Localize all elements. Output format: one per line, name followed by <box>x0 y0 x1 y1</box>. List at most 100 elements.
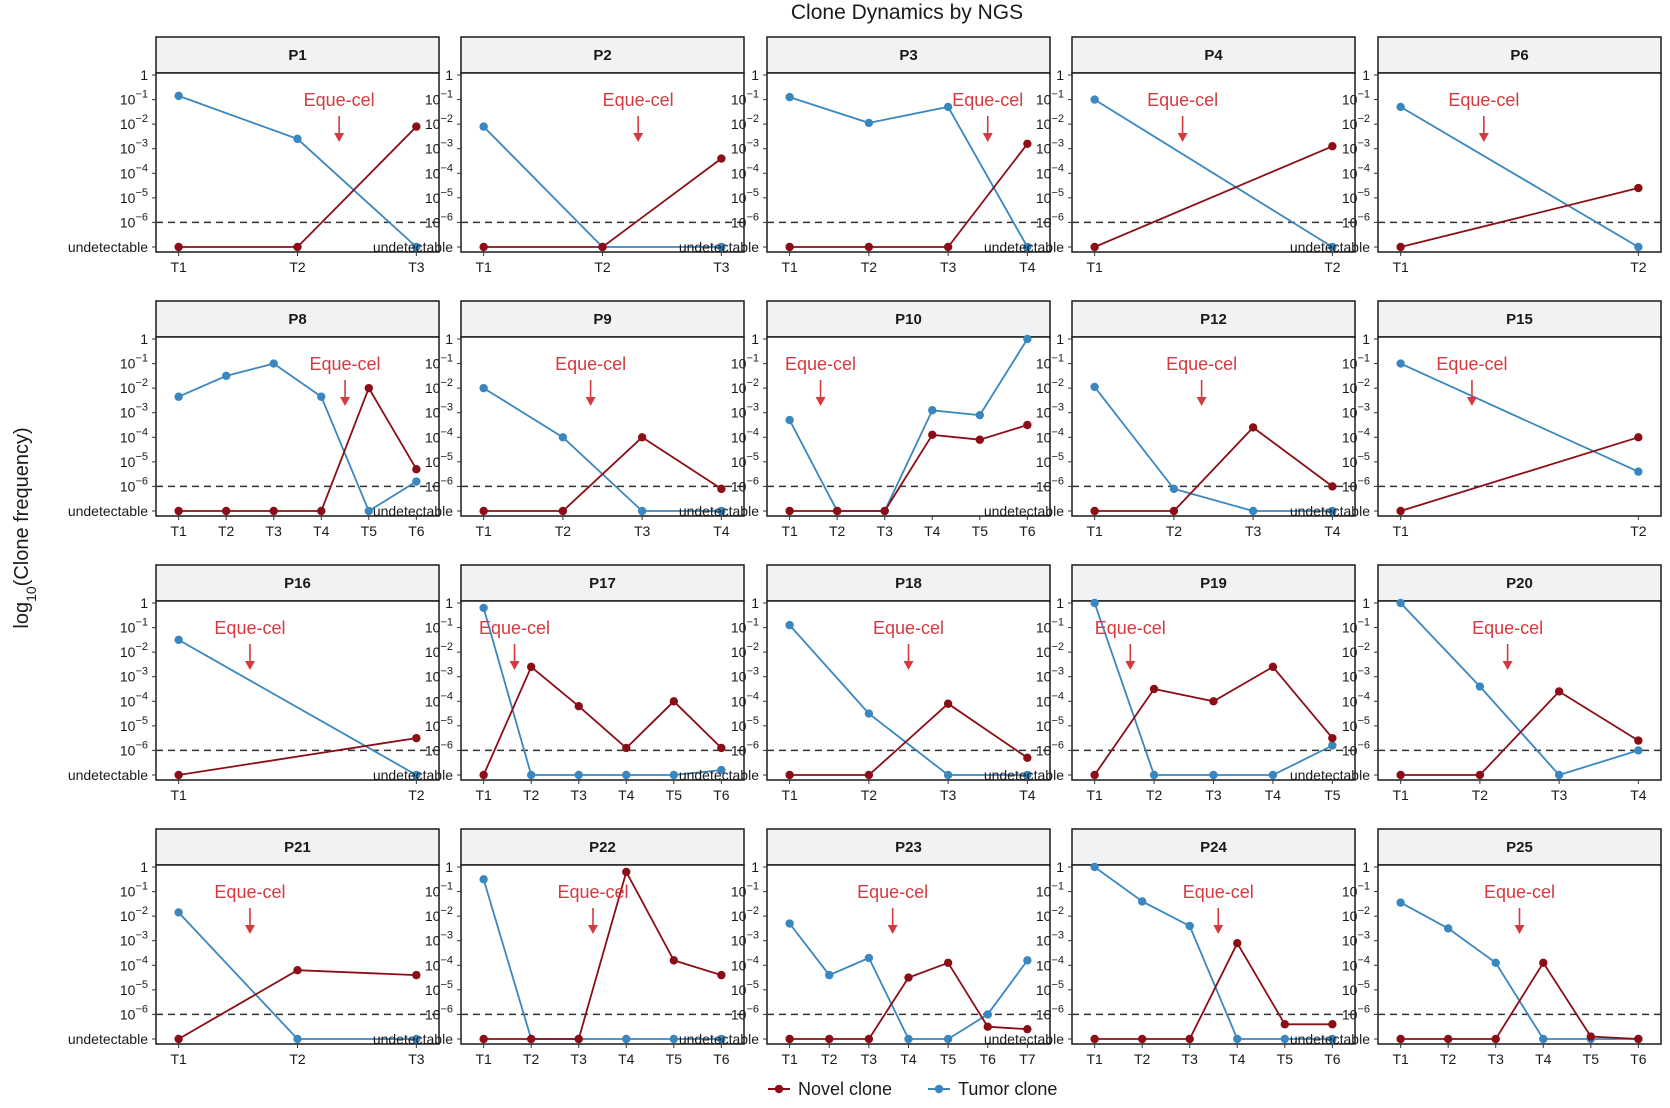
tumor-clone-point <box>983 1010 992 1019</box>
x-tick-label: T2 <box>289 259 306 275</box>
x-tick-label: T5 <box>972 523 989 539</box>
novel-clone-point <box>983 1022 992 1031</box>
y-tick-label: 1 <box>1362 595 1370 611</box>
tumor-clone-point <box>364 506 374 516</box>
x-tick-label: T4 <box>713 523 730 539</box>
novel-clone-point <box>1396 770 1405 780</box>
novel-clone-point <box>1023 1024 1032 1034</box>
y-tick-label: 10−5 <box>1036 451 1064 470</box>
x-tick-label: T5 <box>666 1051 683 1067</box>
eque-cel-annotation: Eque-cel <box>304 90 375 110</box>
novel-clone-point <box>622 867 631 877</box>
x-tick-label: T2 <box>594 259 611 275</box>
y-tick-label: 10−3 <box>1342 666 1370 685</box>
y-tick-label: 10−5 <box>731 715 759 734</box>
tumor-clone-point <box>1023 334 1032 344</box>
y-tick-label: undetectable <box>984 1031 1064 1047</box>
y-tick-label: 10−5 <box>120 451 148 470</box>
legend: Novel clone Tumor clone <box>768 1079 1057 1099</box>
x-tick-label: T4 <box>1229 1051 1246 1067</box>
facet-strip-label: P6 <box>1510 47 1528 64</box>
plot-area <box>460 72 745 253</box>
tumor-clone-point <box>717 506 726 516</box>
y-tick-label: 10−1 <box>1342 89 1370 108</box>
y-tick-label: 10−1 <box>120 89 148 108</box>
tumor-clone-point <box>412 477 421 486</box>
y-tick-label: 10−6 <box>1036 739 1064 758</box>
y-tick-label: 10−4 <box>1342 690 1370 709</box>
novel-clone-point <box>526 662 536 672</box>
y-tick-label: 10−2 <box>425 641 453 660</box>
y-tick-label: 10−3 <box>425 402 453 421</box>
y-tick-label: 10−2 <box>731 113 759 132</box>
y-tick-label: 1 <box>445 859 453 875</box>
facet-strip-label: P20 <box>1506 575 1533 592</box>
tumor-clone-point <box>558 433 568 442</box>
x-tick-label: T1 <box>781 1051 798 1067</box>
y-tick-label: 1 <box>751 595 759 611</box>
eque-cel-annotation: Eque-cel <box>214 882 285 902</box>
x-tick-label: T2 <box>555 523 572 539</box>
eque-cel-annotation: Eque-cel <box>1095 618 1166 638</box>
y-tick-label: undetectable <box>679 239 759 255</box>
novel-clone-point <box>1149 684 1159 694</box>
y-tick-label: 10−4 <box>1036 426 1064 445</box>
legend-item-tumor-clone: Tumor clone <box>928 1079 1057 1099</box>
legend-swatch-point <box>774 1084 784 1094</box>
y-tick-label: 1 <box>140 331 148 347</box>
eque-cel-annotation: Eque-cel <box>214 618 285 638</box>
y-tick-label: 10−6 <box>425 1003 453 1022</box>
x-tick-label: T6 <box>408 523 425 539</box>
y-tick-label: 10−3 <box>731 930 759 949</box>
y-tick-label: 10−1 <box>1036 617 1064 636</box>
y-tick-label: 10−6 <box>731 211 759 230</box>
tumor-clone-point <box>1396 359 1405 368</box>
x-tick-label: T3 <box>266 523 283 539</box>
x-tick-label: T1 <box>170 259 187 275</box>
tumor-clone-line <box>788 624 1028 776</box>
novel-clone-point <box>293 966 302 975</box>
facet-panel-p8: P8 undetectable 10−6 10−5 10−4 10−3 10−2 10−1 1 T… <box>68 300 440 539</box>
y-tick-label: 10−5 <box>425 715 453 734</box>
novel-clone-point <box>1396 1034 1405 1044</box>
tumor-clone-point <box>1328 242 1337 252</box>
x-tick-label: T3 <box>408 259 425 275</box>
facet-strip-label: P8 <box>288 311 306 328</box>
novel-clone-point <box>1209 697 1218 706</box>
y-tick-label: 10−1 <box>120 881 148 900</box>
x-tick-label: T2 <box>218 523 235 539</box>
novel-clone-point <box>1634 1034 1643 1044</box>
x-tick-label: T3 <box>634 523 651 539</box>
novel-clone-point <box>1491 1034 1500 1044</box>
y-tick-label: 10−5 <box>120 715 148 734</box>
novel-clone-point <box>864 770 874 780</box>
novel-clone-point <box>1090 1034 1099 1044</box>
x-tick-label: T1 <box>475 787 492 803</box>
y-tick-label: 1 <box>1362 331 1370 347</box>
x-tick-label: T1 <box>781 787 798 803</box>
novel-clone-point <box>1023 420 1032 430</box>
y-tick-label: 10−5 <box>120 979 148 998</box>
x-tick-label: T1 <box>1392 787 1409 803</box>
y-tick-label: 10−6 <box>1036 475 1064 494</box>
y-tick-label: 10−3 <box>1036 666 1064 685</box>
x-tick-label: T3 <box>1205 787 1222 803</box>
y-tick-label: 1 <box>140 859 148 875</box>
x-tick-label: T5 <box>940 1051 957 1067</box>
y-tick-label: 10−6 <box>731 739 759 758</box>
x-tick-label: T5 <box>1277 1051 1294 1067</box>
y-tick-label: 10−6 <box>1036 1003 1064 1022</box>
y-tick-label: 10−3 <box>731 138 759 157</box>
x-tick-label: T4 <box>618 1051 635 1067</box>
tumor-clone-point <box>785 415 794 425</box>
facet-panel-p1: P1 undetectable 10−6 10−5 10−4 10−3 10−2 10−1 1 T… <box>68 36 440 275</box>
tumor-clone-point <box>669 770 679 780</box>
tumor-clone-point <box>785 92 794 102</box>
facet-strip <box>1071 36 1356 74</box>
novel-clone-line <box>482 665 723 776</box>
y-tick-label: 10−6 <box>1342 739 1370 758</box>
eque-cel-annotation: Eque-cel <box>1436 354 1507 374</box>
y-tick-label: 10−3 <box>120 402 148 421</box>
y-tick-label: undetectable <box>1290 767 1370 783</box>
y-tick-label: 10−6 <box>425 211 453 230</box>
